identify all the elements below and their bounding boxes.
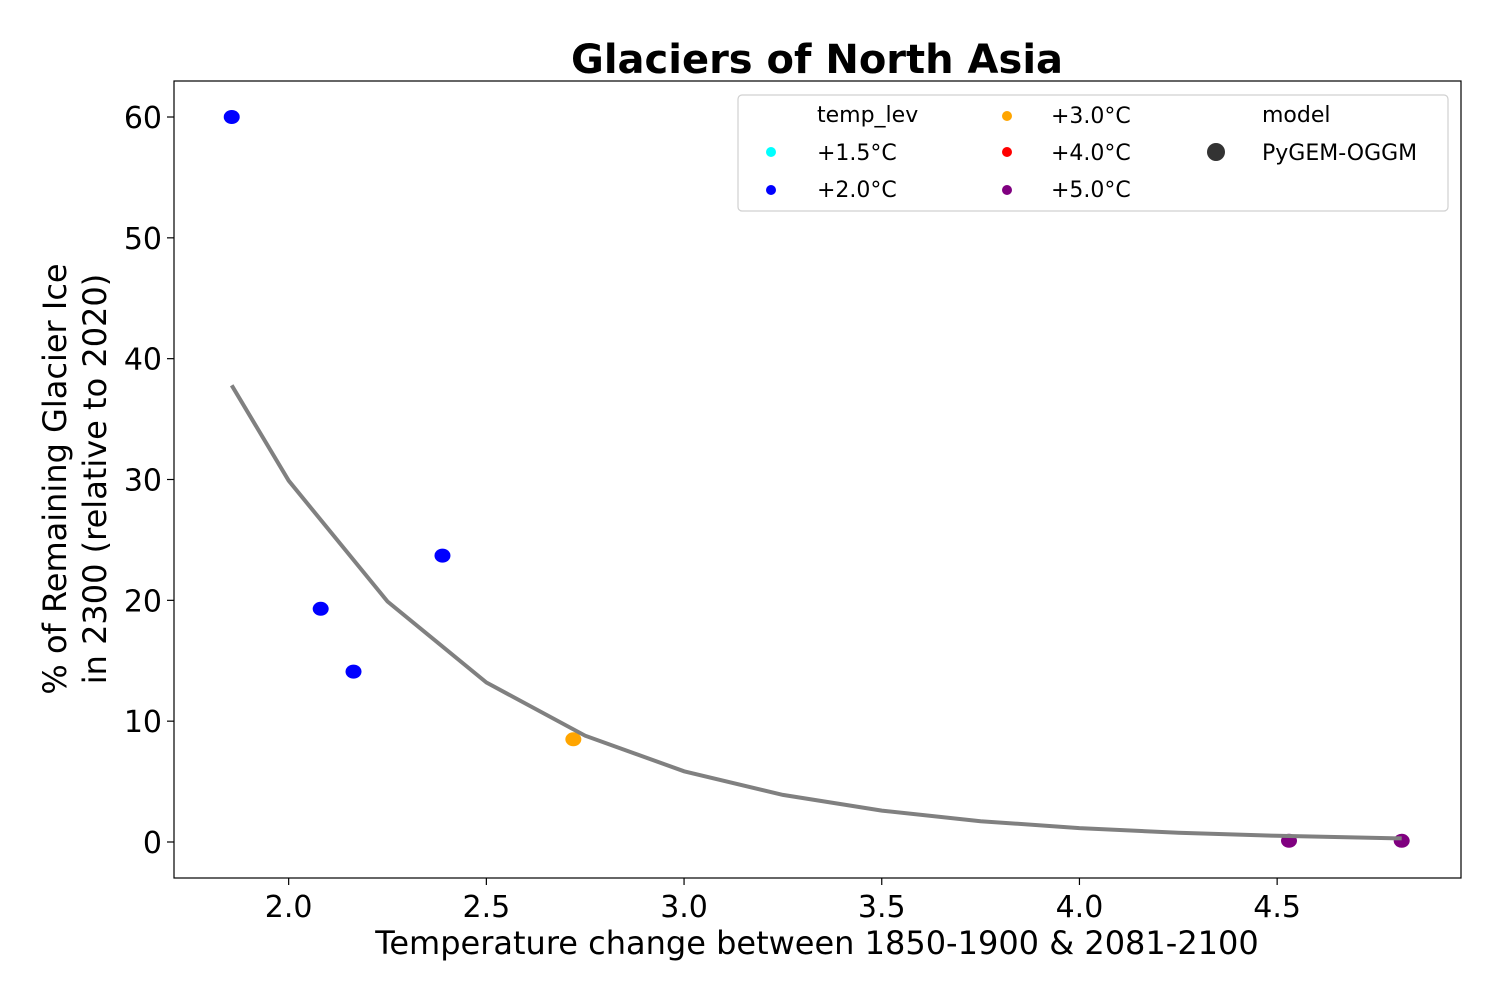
data-point-0 xyxy=(223,110,240,125)
y-axis-label-line2: in 2300 (relative to 2020) xyxy=(76,274,114,685)
data-point-2 xyxy=(345,664,362,679)
legend-marker-pygem xyxy=(1207,143,1225,161)
legend-title-model: model xyxy=(1262,103,1331,128)
plot-area xyxy=(223,110,1410,848)
legend-marker-5-0 xyxy=(1002,185,1012,195)
legend-marker-2-0 xyxy=(766,185,776,195)
chart-title: Glaciers of North Asia xyxy=(571,37,1063,83)
x-axis-label: Temperature change between 1850-1900 & 2… xyxy=(374,924,1259,962)
legend-box xyxy=(737,94,1449,212)
x-tick-label: 2.5 xyxy=(463,890,511,925)
x-tick-label: 2.0 xyxy=(265,890,313,925)
data-point-3 xyxy=(434,548,451,563)
fit-curve xyxy=(229,384,1402,841)
legend: temp_lev +1.5°C +2.0°C +3.0°C +4.0°C +5.… xyxy=(737,94,1449,212)
legend-label-2-0: +2.0°C xyxy=(817,178,897,203)
legend-label-3-0: +3.0°C xyxy=(1051,104,1131,129)
data-point-4 xyxy=(565,732,582,747)
y-axis: 0 10 20 30 40 50 60 xyxy=(124,101,174,861)
x-tick-label: 3.5 xyxy=(858,890,906,925)
y-tick-label: 30 xyxy=(124,464,162,499)
y-tick-label: 50 xyxy=(124,222,162,257)
legend-label-5-0: +5.0°C xyxy=(1051,178,1131,203)
x-tick-label: 4.0 xyxy=(1056,890,1104,925)
legend-title-temp: temp_lev xyxy=(817,103,918,128)
legend-marker-4-0 xyxy=(1002,147,1012,157)
x-axis: 2.0 2.5 3.0 3.5 4.0 4.5 xyxy=(265,878,1301,925)
x-tick-label: 4.5 xyxy=(1253,890,1301,925)
y-tick-label: 40 xyxy=(124,343,162,378)
y-tick-label: 20 xyxy=(124,584,162,619)
legend-label-pygem: PyGEM-OGGM xyxy=(1262,141,1417,166)
data-point-1 xyxy=(312,601,329,616)
legend-marker-1-5 xyxy=(766,147,776,157)
legend-label-1-5: +1.5°C xyxy=(817,141,897,166)
y-axis-label-line1: % of Remaining Glacier Ice xyxy=(36,263,74,694)
legend-label-4-0: +4.0°C xyxy=(1051,141,1131,166)
x-tick-label: 3.0 xyxy=(660,890,708,925)
y-tick-label: 0 xyxy=(143,826,162,861)
y-tick-label: 60 xyxy=(124,101,162,136)
data-point-6 xyxy=(1393,833,1410,848)
y-tick-label: 10 xyxy=(124,705,162,740)
legend-marker-3-0 xyxy=(1002,111,1012,121)
